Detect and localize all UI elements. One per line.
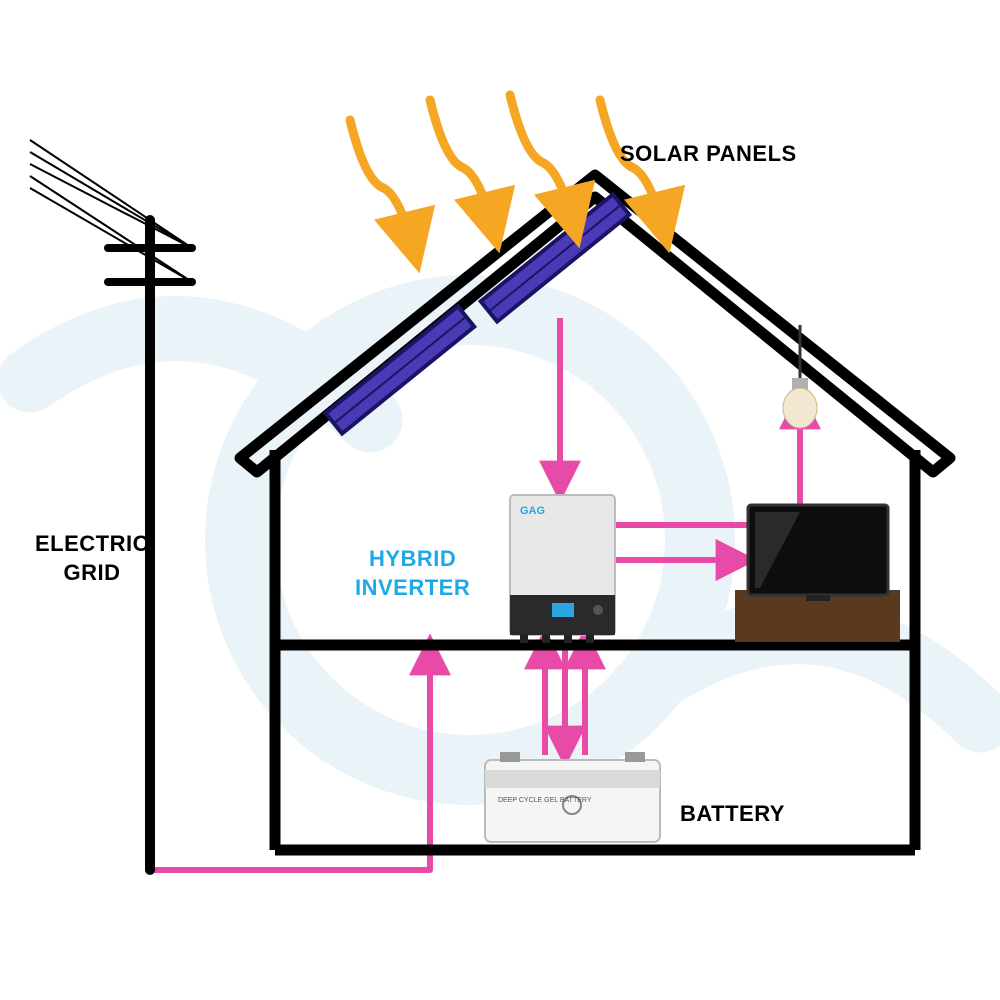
battery: DEEP CYCLE GEL BATTERY <box>485 752 660 842</box>
svg-text:GAG: GAG <box>520 505 545 517</box>
sun-ray <box>510 95 575 230</box>
label-hybrid-inverter: HYBRID INVERTER <box>355 545 470 602</box>
label-electric-grid: ELECTRIC GRID <box>35 530 149 587</box>
hybrid-inverter: GAG <box>510 495 615 643</box>
television <box>735 505 900 642</box>
solar-system-diagram: GAG DEEP CYCLE GEL BATTERY <box>0 0 1000 1000</box>
sun-ray <box>430 100 495 235</box>
sun-ray <box>350 120 415 255</box>
svg-text:DEEP CYCLE GEL BATTERY: DEEP CYCLE GEL BATTERY <box>498 797 592 804</box>
utility-pole <box>30 140 192 870</box>
label-battery: BATTERY <box>680 800 785 829</box>
label-solar-panels: SOLAR PANELS <box>620 140 797 169</box>
